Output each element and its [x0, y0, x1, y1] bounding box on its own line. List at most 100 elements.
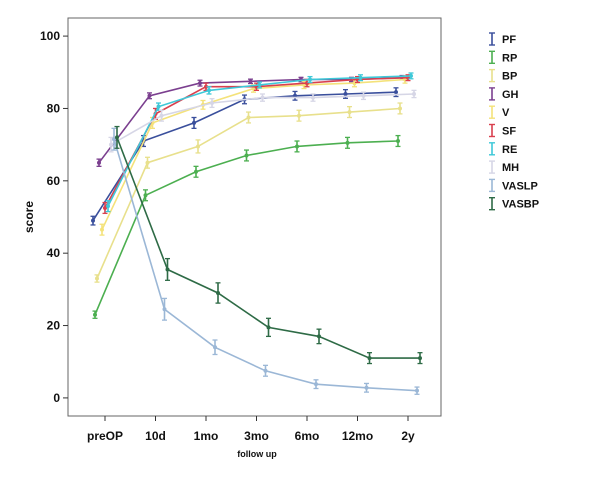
data-point: [95, 276, 99, 281]
legend-entry: BP: [489, 68, 517, 83]
data-point: [156, 104, 161, 109]
y-axis-title: score: [22, 201, 36, 233]
data-point: [244, 153, 249, 158]
legend-label: V: [502, 107, 510, 119]
series-mh: [108, 89, 417, 153]
data-point: [308, 77, 312, 82]
data-point: [207, 88, 211, 93]
data-point: [293, 93, 297, 98]
data-point: [361, 93, 366, 98]
data-point: [192, 120, 196, 125]
data-point: [165, 267, 170, 272]
data-point: [115, 135, 119, 140]
legend-entry: RE: [489, 142, 517, 156]
legend-label: PF: [502, 34, 516, 46]
data-point: [159, 113, 164, 118]
data-point: [418, 356, 422, 361]
data-point: [246, 115, 251, 120]
data-point: [415, 388, 419, 393]
y-tick-label: 40: [47, 246, 61, 260]
data-point: [409, 73, 413, 78]
data-point: [210, 101, 214, 106]
legend-entry: V: [489, 105, 510, 119]
data-point: [143, 193, 148, 198]
data-point: [295, 144, 299, 149]
data-point: [297, 113, 301, 118]
legend-label: GH: [502, 89, 519, 101]
data-point: [97, 160, 101, 165]
data-point: [314, 382, 318, 387]
series-vaslp: [111, 127, 420, 395]
x-tick-label: 1mo: [194, 429, 219, 443]
x-tick-label: preOP: [87, 429, 123, 443]
data-point: [367, 356, 372, 361]
data-point: [112, 137, 116, 142]
data-point: [145, 160, 150, 165]
y-tick-label: 20: [47, 319, 61, 333]
data-point: [204, 84, 208, 89]
series-vasbp: [114, 125, 423, 365]
x-axis: preOP 10d 1mo 3mo 6mo 12mo 2y: [87, 416, 415, 443]
data-point: [213, 345, 217, 350]
x-tick-label: 3mo: [244, 429, 269, 443]
legend-entry: RP: [489, 50, 517, 64]
legend: PF RP BP GH V SF RE MH VASLP VASBP: [489, 32, 539, 211]
legend-label: MH: [502, 162, 519, 174]
legend-entry: MH: [489, 160, 519, 174]
y-tick-label: 0: [53, 391, 60, 405]
data-point: [358, 75, 363, 80]
data-point: [364, 385, 369, 390]
data-point: [93, 312, 97, 317]
x-tick-label: 2y: [401, 429, 415, 443]
data-point: [257, 82, 262, 87]
legend-entry: VASLP: [489, 178, 538, 192]
series-rp: [92, 134, 401, 319]
y-tick-label: 80: [47, 101, 61, 115]
x-axis-title: follow up: [237, 449, 277, 459]
data-point: [412, 91, 416, 96]
x-tick-label: 6mo: [295, 429, 320, 443]
x-tick-label: 12mo: [342, 429, 373, 443]
legend-entry: SF: [489, 123, 516, 138]
series-bp: [94, 102, 403, 283]
legend-label: BP: [502, 71, 517, 83]
data-point: [347, 110, 352, 115]
series-layer: [90, 72, 423, 395]
data-point: [311, 95, 315, 100]
y-tick-label: 60: [47, 174, 61, 188]
data-point: [196, 144, 200, 149]
data-point: [352, 81, 357, 86]
data-point: [103, 205, 107, 210]
legend-label: VASBP: [502, 199, 539, 211]
data-point: [396, 139, 400, 144]
data-point: [248, 79, 253, 84]
data-point: [147, 93, 152, 98]
legend-label: VASLP: [502, 180, 538, 192]
legend-label: SF: [502, 126, 516, 138]
data-point: [194, 169, 198, 174]
legend-label: RE: [502, 144, 517, 156]
data-point: [343, 91, 348, 96]
data-point: [106, 204, 110, 209]
legend-entry: GH: [489, 87, 519, 101]
data-point: [260, 95, 265, 100]
data-point: [91, 218, 95, 223]
data-point: [109, 142, 113, 147]
y-tick-label: 100: [40, 29, 60, 43]
data-point: [251, 86, 256, 91]
data-point: [305, 81, 309, 86]
data-point: [398, 106, 402, 111]
data-point: [345, 140, 350, 145]
data-point: [216, 290, 220, 295]
y-axis: 0 20 40 60 80 100: [40, 29, 68, 405]
data-point: [266, 325, 271, 330]
data-point: [100, 227, 104, 232]
legend-entry: PF: [489, 32, 516, 46]
data-point: [162, 307, 167, 312]
data-point: [394, 90, 398, 95]
data-point: [263, 368, 268, 373]
x-tick-label: 10d: [145, 429, 166, 443]
data-point: [317, 334, 321, 339]
